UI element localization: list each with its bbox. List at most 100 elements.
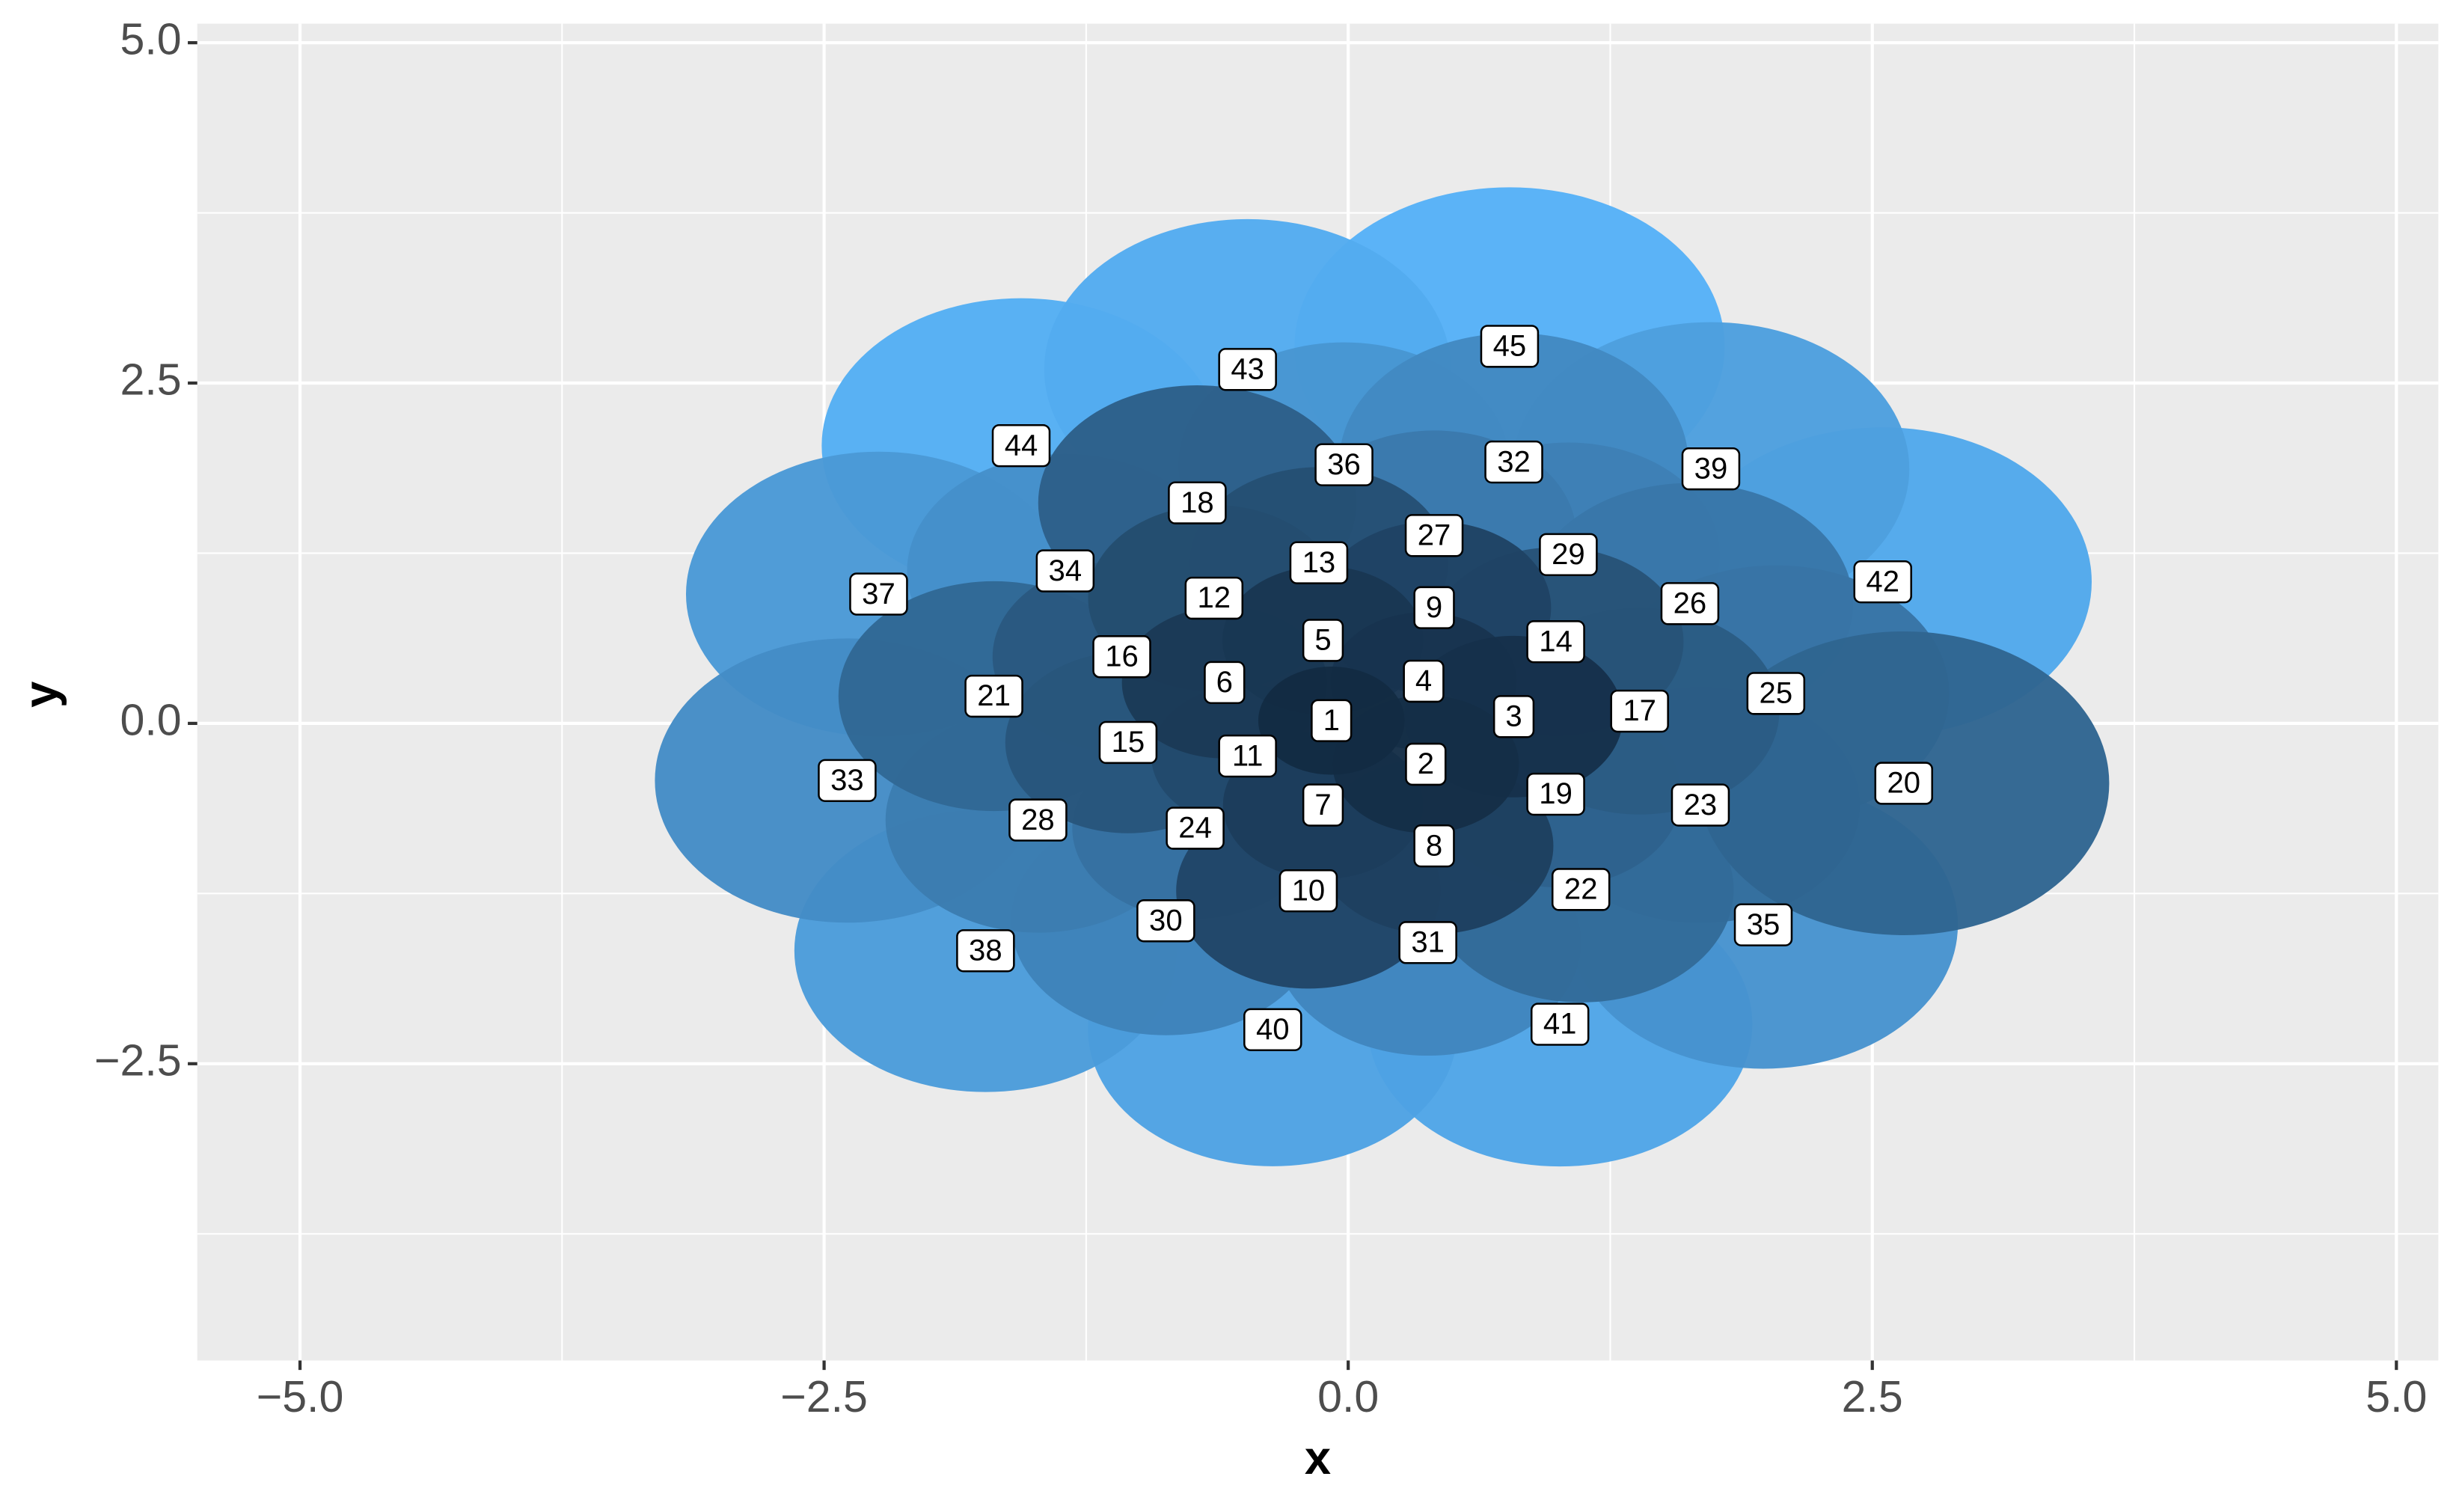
cluster-label: 25 <box>1760 677 1793 710</box>
cluster-label-box <box>1302 619 1344 662</box>
cluster-label-box <box>1243 1008 1302 1052</box>
cluster-label-box <box>1874 762 1934 805</box>
cluster-label: 1 <box>1323 704 1340 737</box>
cluster-label: 27 <box>1418 519 1451 552</box>
cluster-label-box <box>1404 514 1464 557</box>
cluster-label-box <box>1035 549 1095 593</box>
cluster-label-box <box>1526 772 1585 816</box>
cluster-label-box <box>1530 1003 1590 1046</box>
cluster-label-box <box>991 424 1051 468</box>
cluster-label: 32 <box>1497 445 1531 478</box>
cluster-label-box <box>1413 586 1455 629</box>
cluster-label-box <box>1746 672 1806 715</box>
cluster-label-box <box>1480 325 1540 368</box>
cluster-label: 6 <box>1216 666 1233 699</box>
cluster-label-box <box>964 674 1023 718</box>
y-tick-label: 0.0 <box>120 696 182 745</box>
cluster-label-box <box>1413 824 1455 868</box>
cluster-label-box <box>1168 481 1227 524</box>
cluster-label: 5 <box>1314 624 1331 657</box>
y-tick-label: −2.5 <box>94 1035 182 1085</box>
cluster-label-box <box>1403 659 1445 703</box>
cluster-label: 22 <box>1564 873 1598 906</box>
cluster-label: 30 <box>1149 904 1183 937</box>
cluster-label: 13 <box>1302 546 1336 579</box>
cluster-label-box <box>1311 699 1353 742</box>
cluster-label: 19 <box>1539 777 1573 810</box>
cluster-label: 39 <box>1694 452 1728 485</box>
cluster-label-box <box>1853 560 1912 604</box>
cluster-label-box <box>1551 868 1611 911</box>
cluster-label: 11 <box>1232 739 1264 772</box>
cluster-label-box <box>1681 447 1741 491</box>
cluster-label: 23 <box>1684 789 1718 821</box>
cluster-label: 3 <box>1505 700 1522 733</box>
cluster-label-box <box>1733 903 1793 946</box>
cluster-label: 45 <box>1493 330 1527 363</box>
cluster-label: 12 <box>1198 581 1231 614</box>
x-tick-label: −2.5 <box>780 1372 868 1421</box>
cluster-label: 40 <box>1256 1013 1290 1046</box>
cluster-label: 14 <box>1539 625 1573 658</box>
cluster-label: 8 <box>1426 829 1442 862</box>
cluster-label: 34 <box>1049 554 1083 587</box>
cluster-label: 26 <box>1674 587 1707 619</box>
cluster-label: 29 <box>1552 538 1585 571</box>
x-tick-label: 2.5 <box>1842 1372 1903 1421</box>
cluster-label-box <box>1092 635 1151 679</box>
cluster-label: 2 <box>1418 747 1434 780</box>
cluster-label: 33 <box>830 764 864 797</box>
cluster-label-box <box>1098 720 1158 765</box>
cluster-label: 41 <box>1543 1008 1577 1041</box>
cluster-label: 35 <box>1747 908 1780 941</box>
cluster-label: 10 <box>1292 874 1326 907</box>
cluster-label-box <box>1492 695 1535 738</box>
cluster-label: 4 <box>1415 664 1432 697</box>
x-tick-label: 0.0 <box>1317 1372 1379 1421</box>
cluster-label-box <box>1136 899 1195 943</box>
cluster-label-box <box>1610 689 1669 733</box>
x-tick-label: 5.0 <box>2365 1372 2427 1421</box>
cluster-label: 31 <box>1411 926 1445 959</box>
cluster-label: 20 <box>1887 767 1920 800</box>
cluster-label: 42 <box>1866 565 1899 598</box>
cluster-label-box <box>849 572 908 616</box>
cluster-label: 38 <box>969 934 1002 967</box>
cluster-label: 15 <box>1112 726 1145 759</box>
cluster-label-box <box>1279 869 1338 913</box>
cluster-label: 36 <box>1327 448 1361 481</box>
cluster-label-box <box>1405 742 1447 786</box>
cluster-label: 16 <box>1105 640 1139 673</box>
cluster-label-box <box>956 929 1015 973</box>
cluster-label-box <box>1008 798 1068 842</box>
y-tick-label: 5.0 <box>120 15 182 64</box>
cluster-label: 17 <box>1623 694 1656 727</box>
cluster-label-box <box>1671 783 1730 827</box>
cluster-label-box <box>818 759 877 803</box>
cluster-label-box <box>1484 440 1543 484</box>
cluster-label: 28 <box>1021 804 1055 836</box>
y-axis-title: y <box>15 682 67 708</box>
cluster-label: 21 <box>977 679 1011 712</box>
cluster-label-box <box>1184 576 1244 620</box>
y-tick-label: 2.5 <box>120 355 182 405</box>
cluster-label-box <box>1166 806 1225 850</box>
cluster-label-box <box>1398 921 1457 964</box>
x-axis-title: x <box>1305 1432 1331 1484</box>
x-tick-label: −5.0 <box>257 1372 344 1421</box>
cluster-label-box <box>1526 620 1585 664</box>
cluster-label-box <box>1314 443 1374 486</box>
cluster-label: 9 <box>1426 591 1442 624</box>
cluster-label-box <box>1539 533 1598 576</box>
cluster-label-box <box>1204 661 1246 705</box>
cluster-label-box <box>1660 582 1720 625</box>
cluster-label-box <box>1289 541 1349 584</box>
cluster-label: 43 <box>1231 353 1264 386</box>
cluster-label: 18 <box>1181 486 1214 519</box>
cluster-label: 24 <box>1178 812 1212 845</box>
cluster-label-box <box>1218 734 1277 778</box>
cluster-label-box <box>1302 783 1344 827</box>
cluster-label: 44 <box>1005 429 1038 462</box>
cluster-label: 37 <box>862 578 895 610</box>
